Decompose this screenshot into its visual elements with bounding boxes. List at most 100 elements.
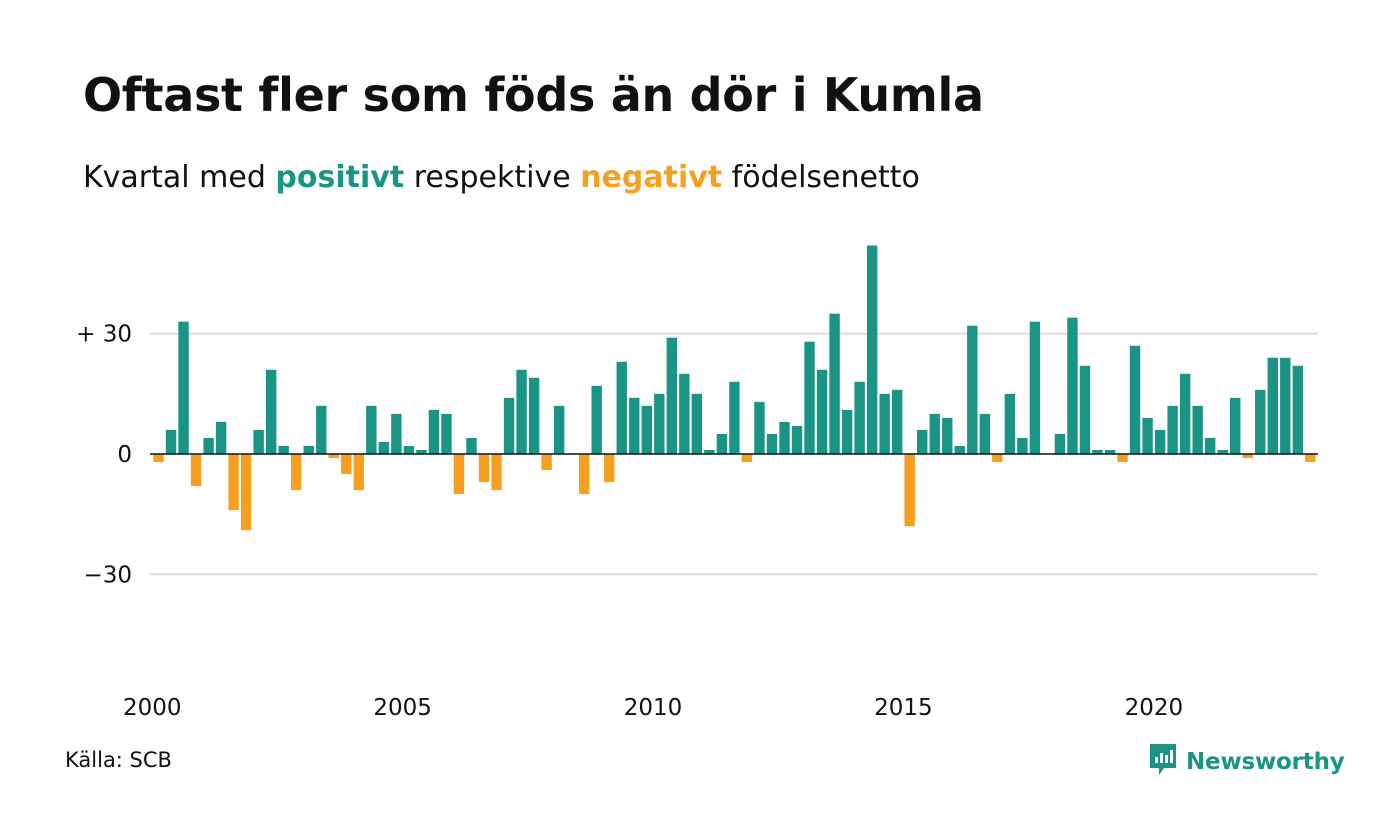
bar-positive [942,417,953,454]
bar-positive [866,245,878,454]
bar-positive [366,405,377,454]
bar-positive [1142,417,1153,454]
bar-positive [1104,449,1116,454]
y-tick-label: + 30 [76,322,132,348]
bar-positive [441,413,452,454]
subtitle-positive-word: positivt [275,160,405,195]
bar-positive [879,393,890,454]
bar-positive [391,413,402,454]
bar-negative [190,454,202,487]
bar-positive [1255,389,1266,454]
bar-positive [1167,405,1178,454]
y-tick-label: 0 [117,442,132,468]
bar-positive [1029,321,1041,454]
bar-positive [891,389,903,454]
bar-positive [1280,357,1291,454]
bar-positive [841,409,853,454]
bar-positive [503,397,515,454]
bar-negative [453,454,465,495]
bar-positive [1230,397,1241,454]
bar-negative [1242,454,1253,459]
bar-positive [654,393,665,454]
chart-subtitle: Kvartal med positivt respektive negativt… [83,160,920,195]
x-tick-label: 2015 [874,695,933,721]
bar-positive [278,445,289,454]
bar-negative [491,454,502,491]
bar-positive [917,429,928,454]
bar-negative [228,454,239,511]
subtitle-negative-word: negativt [580,160,723,195]
bar-positive [854,381,865,454]
bar-negative [478,454,490,483]
bar-positive [979,413,991,454]
bar-negative [1305,454,1316,463]
subtitle-text-2: respektive [404,160,581,195]
bars-layer [153,245,1316,531]
x-tick-label: 2020 [1125,695,1184,721]
bar-positive [779,421,790,454]
bar-positive [1004,393,1016,454]
source-note: Källa: SCB [65,748,172,772]
x-tick-label: 2000 [123,695,182,721]
bar-positive [816,369,828,454]
brand-logo: Newsworthy [1148,742,1345,782]
bar-positive [553,405,565,454]
bar-negative [341,454,352,475]
bar-positive [591,385,602,454]
y-tick-label: −30 [83,562,132,588]
bar-negative [1117,454,1128,463]
bar-positive [416,449,427,454]
bar-negative [328,454,339,459]
bar-negative [353,454,365,491]
grid-layer [150,332,1318,576]
bar-positive [616,361,627,454]
bar-negative [741,454,753,463]
bar-positive [378,441,390,454]
bar-negative [904,454,915,527]
bar-positive [303,445,314,454]
bar-negative [240,454,252,531]
bar-positive [641,405,652,454]
bar-positive [1267,357,1278,454]
bar-positive [954,445,965,454]
bar-negative [153,454,164,463]
bar-positive [265,369,277,454]
bar-positive [403,445,415,454]
chart-title: Oftast fler som föds än dör i Kumla [83,68,984,122]
bar-positive [1179,373,1191,454]
axis-layer: + 30 0 −30 2000 2005 2010 2015 2020 [76,322,1318,721]
bar-positive [804,341,815,454]
bar-positive [178,321,189,454]
bar-positive [1217,449,1228,454]
bar-positive [716,433,728,454]
bar-positive [1054,433,1066,454]
bar-positive [1129,345,1141,454]
x-tick-label: 2010 [624,695,683,721]
bar-positive [729,381,740,454]
bar-positive [791,425,803,454]
bar-positive [1017,437,1028,454]
bar-positive [253,429,264,454]
bar-positive [666,337,678,454]
bar-positive [629,397,640,454]
bar-positive [679,373,690,454]
bar-positive [165,429,177,454]
bar-negative [604,454,615,483]
bar-positive [1204,437,1216,454]
subtitle-text-1: Kvartal med [83,160,276,195]
bar-positive [466,437,477,454]
bar-positive [215,421,227,454]
bar-positive [929,413,940,454]
bar-positive [528,377,540,454]
x-tick-label: 2005 [373,695,432,721]
bar-positive [1154,429,1166,454]
bar-negative [578,454,590,495]
bar-positive [1067,317,1078,454]
bar-positive [1192,405,1203,454]
bar-positive [766,433,778,454]
newsworthy-logo-icon [1148,742,1178,782]
bar-negative [992,454,1003,463]
bar-positive [1079,365,1091,454]
bar-positive [704,449,715,454]
